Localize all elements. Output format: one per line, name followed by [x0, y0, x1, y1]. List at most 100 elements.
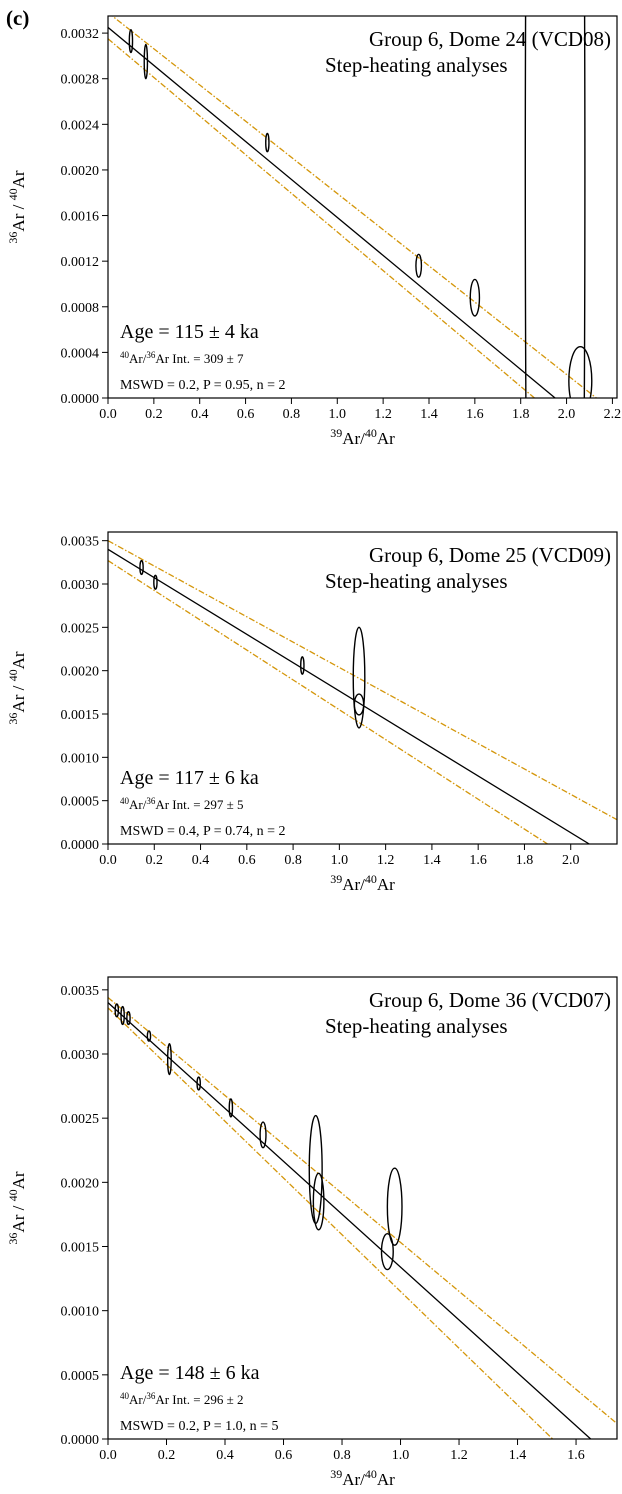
error-ellipse	[259, 1121, 267, 1149]
y-tick-label: 0.0028	[61, 73, 100, 88]
y-tick-label: 0.0024	[61, 118, 100, 133]
x-tick-label: 1.0	[329, 407, 347, 422]
x-tick-label: 1.8	[512, 407, 530, 422]
y-axis-label: 36Ar / 40Ar	[6, 651, 28, 724]
chart-panel-3: 0.0 0.2 0.4 0.6 0.8 1.0 1.2 1.4 1.6 0.0000 0.0005 0…	[6, 976, 618, 1489]
error-ellipse	[469, 278, 481, 317]
error-ellipse	[146, 1030, 152, 1042]
error-ellipse	[524, 16, 586, 398]
x-tick-label: 0.4	[192, 853, 210, 868]
error-envelope-upper	[108, 540, 617, 821]
x-tick-label: 1.6	[466, 407, 484, 422]
x-tick-label: 0.6	[237, 407, 255, 422]
x-tick-label: 2.2	[604, 407, 622, 422]
plot-area	[108, 997, 617, 1439]
x-tick-label: 2.0	[558, 407, 576, 422]
chart-subtitle: Step-heating analyses	[325, 53, 508, 77]
error-ellipse	[166, 1043, 172, 1076]
error-ellipse	[265, 132, 270, 153]
plot-frame	[107, 976, 618, 1440]
y-tick-label: 0.0004	[61, 346, 100, 361]
y-axis-label: 36Ar / 40Ar	[6, 1171, 28, 1244]
chart-title: Group 6, Dome 25 (VCD09)	[369, 543, 611, 567]
error-ellipse	[300, 656, 305, 675]
y-tick-label: 0.0005	[61, 1369, 100, 1384]
y-tick-label: 0.0000	[61, 1433, 100, 1448]
chart-subtitle: Step-heating analyses	[325, 569, 508, 593]
y-tick-label: 0.0020	[61, 1176, 100, 1191]
age-annotation: Age = 148 ± 6 ka	[120, 1362, 260, 1384]
plot-frame	[107, 15, 618, 399]
error-ellipse	[380, 1232, 394, 1271]
age-annotation: Age = 115 ± 4 ka	[120, 321, 259, 343]
x-tick-label: 1.4	[423, 853, 441, 868]
error-ellipse	[139, 559, 144, 576]
y-tick-label: 0.0015	[61, 708, 100, 723]
error-ellipse	[143, 43, 149, 80]
y-tick-label: 0.0000	[61, 838, 100, 853]
error-ellipse	[120, 1005, 125, 1026]
x-tick-label: 1.4	[509, 1448, 527, 1463]
chart-panel-2: 0.0 0.2 0.4 0.6 0.8 1.0 1.2 1.4 1.6 1.8 2.0 0.0000 0…	[6, 531, 618, 894]
x-tick-label: 0.0	[99, 407, 117, 422]
x-tick-label: 0.8	[333, 1448, 351, 1463]
y-tick-label: 0.0008	[61, 301, 100, 316]
x-tick-label: 2.0	[562, 853, 580, 868]
chart-title: Group 6, Dome 36 (VCD07)	[369, 988, 611, 1012]
error-ellipse	[196, 1076, 201, 1091]
error-envelope-upper	[111, 16, 597, 398]
y-tick-label: 0.0025	[61, 1112, 100, 1127]
mswd-annotation: MSWD = 0.4, P = 0.74, n = 2	[120, 824, 286, 839]
x-tick-label: 0.0	[99, 853, 117, 868]
y-tick-label: 0.0000	[61, 392, 100, 407]
chart-panel-1: 0.0 0.2 0.4 0.6 0.8 1.0 1.2 1.4 1.6 1.8 2.0 2.2 0.00…	[6, 15, 622, 448]
error-ellipse	[386, 1167, 403, 1246]
y-tick-label: 0.0030	[61, 578, 100, 593]
x-tick-label: 0.6	[238, 853, 256, 868]
error-envelope-upper	[108, 997, 617, 1425]
x-tick-label: 1.6	[567, 1448, 585, 1463]
error-ellipse	[128, 28, 134, 54]
error-envelope-lower	[108, 38, 535, 398]
intercept-annotation: 40Ar/36Ar Int. = 309 ± 7	[120, 350, 244, 366]
regression-line	[108, 26, 556, 398]
panel-letter: (c)	[6, 6, 30, 30]
y-tick-label: 0.0012	[61, 255, 100, 270]
x-tick-label: 0.0	[99, 1448, 117, 1463]
x-tick-label: 0.2	[145, 407, 163, 422]
x-axis-label: 39Ar/40Ar	[330, 872, 395, 894]
x-tick-label: 0.6	[275, 1448, 293, 1463]
x-tick-label: 1.8	[516, 853, 534, 868]
intercept-annotation: 40Ar/36Ar Int. = 297 ± 5	[120, 796, 243, 812]
age-annotation: Age = 117 ± 6 ka	[120, 767, 259, 789]
regression-line	[108, 1002, 592, 1439]
x-tick-label: 1.2	[374, 407, 392, 422]
mswd-annotation: MSWD = 0.2, P = 1.0, n = 5	[120, 1419, 279, 1434]
error-ellipse	[312, 1172, 325, 1231]
error-ellipse	[153, 574, 158, 590]
x-axis-label: 39Ar/40Ar	[330, 426, 395, 448]
x-tick-label: 0.8	[283, 407, 301, 422]
x-tick-label: 1.2	[450, 1448, 468, 1463]
y-tick-label: 0.0010	[61, 1305, 100, 1320]
plot-area	[108, 540, 617, 844]
x-tick-label: 0.4	[191, 407, 209, 422]
x-tick-label: 1.6	[469, 853, 487, 868]
x-axis-label: 39Ar/40Ar	[330, 1467, 395, 1489]
y-tick-label: 0.0020	[61, 665, 100, 680]
x-tick-label: 0.2	[146, 853, 164, 868]
y-tick-label: 0.0020	[61, 164, 100, 179]
plot-frame	[107, 531, 618, 845]
y-tick-label: 0.0010	[61, 751, 100, 766]
y-tick-label: 0.0035	[61, 535, 100, 550]
error-ellipse	[352, 626, 366, 729]
x-tick-label: 1.0	[392, 1448, 410, 1463]
error-ellipse	[114, 1003, 120, 1018]
plot-area	[108, 16, 597, 398]
x-tick-label: 0.8	[284, 853, 302, 868]
y-axis-label: 36Ar / 40Ar	[6, 170, 28, 243]
mswd-annotation: MSWD = 0.2, P = 0.95, n = 2	[120, 378, 286, 393]
error-ellipse	[228, 1098, 234, 1118]
y-tick-label: 0.0035	[61, 984, 100, 999]
